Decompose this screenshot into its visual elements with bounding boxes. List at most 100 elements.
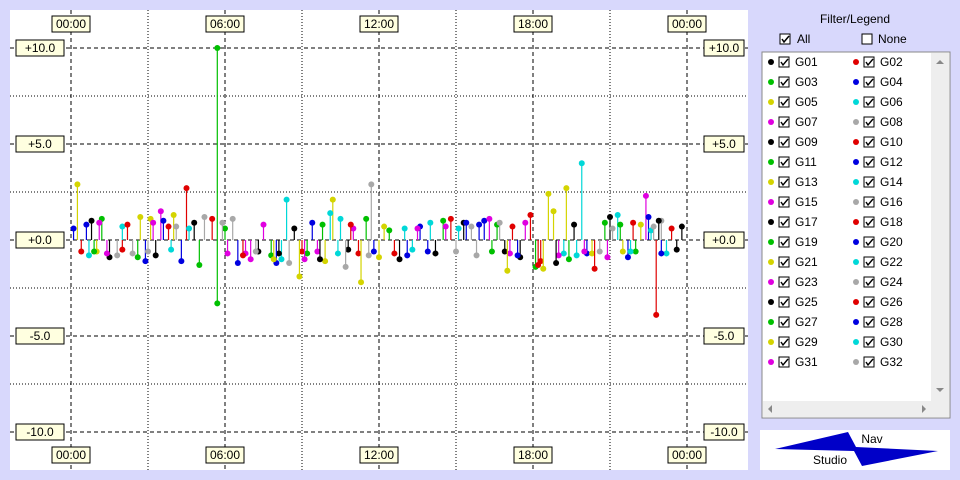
legend-checkbox[interactable] xyxy=(778,136,790,148)
legend-checkbox[interactable] xyxy=(778,296,790,308)
legend-checkbox[interactable] xyxy=(778,56,790,68)
legend-checkbox[interactable] xyxy=(778,316,790,328)
point xyxy=(396,256,403,263)
legend-label: G17 xyxy=(795,215,818,229)
legend-check xyxy=(865,298,874,307)
point xyxy=(455,225,462,232)
point xyxy=(522,219,529,226)
scroll-down[interactable] xyxy=(936,388,944,392)
checkbox[interactable] xyxy=(861,33,873,45)
checkbox[interactable] xyxy=(779,33,791,45)
point xyxy=(673,246,680,253)
legend-checkbox[interactable] xyxy=(863,156,875,168)
legend-label: G31 xyxy=(795,355,818,369)
point xyxy=(234,260,241,267)
legend-label: G16 xyxy=(880,195,903,209)
legend-checkbox[interactable] xyxy=(778,96,790,108)
tick-label: -10.0 xyxy=(26,425,54,439)
legend-checkbox[interactable] xyxy=(863,256,875,268)
legend-checkbox[interactable] xyxy=(778,216,790,228)
point xyxy=(596,248,603,255)
legend-label: G10 xyxy=(880,135,903,149)
point xyxy=(401,225,408,232)
tick-label-box xyxy=(205,446,245,464)
legend-label: G02 xyxy=(880,55,903,69)
legend-checkbox[interactable] xyxy=(778,276,790,288)
point xyxy=(345,246,352,253)
legend-swatch xyxy=(853,99,859,105)
point xyxy=(78,248,85,255)
legend-check xyxy=(780,98,789,107)
point xyxy=(381,223,388,230)
legend-swatch xyxy=(768,319,774,325)
legend-label: G09 xyxy=(795,135,818,149)
scrollbar[interactable] xyxy=(931,53,949,401)
point xyxy=(642,192,649,199)
legend-label: G25 xyxy=(795,295,818,309)
point xyxy=(314,248,321,255)
legend-checkbox[interactable] xyxy=(778,356,790,368)
point xyxy=(563,185,570,192)
tick-label: +10.0 xyxy=(709,41,740,55)
legend-swatch xyxy=(768,119,774,125)
legend-check xyxy=(865,278,874,287)
none-label[interactable]: None xyxy=(878,32,907,46)
legend-checkbox[interactable] xyxy=(863,356,875,368)
legend-checkbox[interactable] xyxy=(863,96,875,108)
legend-label: G12 xyxy=(880,155,903,169)
legend-checkbox[interactable] xyxy=(863,216,875,228)
point xyxy=(137,213,144,220)
point xyxy=(453,248,459,255)
legend-checkbox[interactable] xyxy=(863,56,875,68)
legend-checkbox[interactable] xyxy=(863,276,875,288)
legend-checkbox[interactable] xyxy=(778,76,790,88)
point xyxy=(565,256,572,263)
legend-label: G13 xyxy=(795,175,818,189)
point xyxy=(630,219,637,226)
logo-bottom: Studio xyxy=(813,453,847,467)
point xyxy=(252,248,259,255)
tick-label-box xyxy=(513,446,553,464)
legend-label: G19 xyxy=(795,235,818,249)
point xyxy=(645,213,652,220)
legend-swatch xyxy=(768,139,774,145)
legend-checkbox[interactable] xyxy=(863,336,875,348)
point xyxy=(432,250,439,257)
tick-label: 18:00 xyxy=(518,17,548,31)
legend-checkbox[interactable] xyxy=(778,156,790,168)
legend-checkbox[interactable] xyxy=(863,176,875,188)
point xyxy=(160,217,167,224)
scroll-up[interactable] xyxy=(936,60,944,64)
legend-checkbox[interactable] xyxy=(863,196,875,208)
legend-checkbox[interactable] xyxy=(778,256,790,268)
legend-checkbox[interactable] xyxy=(863,76,875,88)
legend-checkbox[interactable] xyxy=(863,236,875,248)
legend-checkbox[interactable] xyxy=(778,196,790,208)
legend-label: G26 xyxy=(880,295,903,309)
legend-check xyxy=(780,318,789,327)
legend-label: G20 xyxy=(880,235,903,249)
point xyxy=(442,223,449,230)
tick-label: 00:00 xyxy=(672,448,702,462)
legend-checkbox[interactable] xyxy=(863,136,875,148)
point xyxy=(219,219,226,226)
legend-label: G30 xyxy=(880,335,903,349)
legend-checkbox[interactable] xyxy=(778,176,790,188)
legend-check xyxy=(865,78,874,87)
legend-checkbox[interactable] xyxy=(778,236,790,248)
legend-checkbox[interactable] xyxy=(863,316,875,328)
tick-label-box xyxy=(703,423,745,441)
point xyxy=(496,219,503,226)
legend-checkbox[interactable] xyxy=(778,336,790,348)
legend-check xyxy=(780,198,789,207)
legend-checkbox[interactable] xyxy=(778,116,790,128)
legend-checkbox[interactable] xyxy=(863,116,875,128)
point xyxy=(486,215,493,222)
legend-check xyxy=(780,298,789,307)
h-scrollbar[interactable] xyxy=(763,401,949,417)
legend-swatch xyxy=(853,299,859,305)
point xyxy=(601,219,608,226)
legend-checkbox[interactable] xyxy=(863,296,875,308)
all-label[interactable]: All xyxy=(797,32,810,46)
tick-label: 00:00 xyxy=(672,17,702,31)
